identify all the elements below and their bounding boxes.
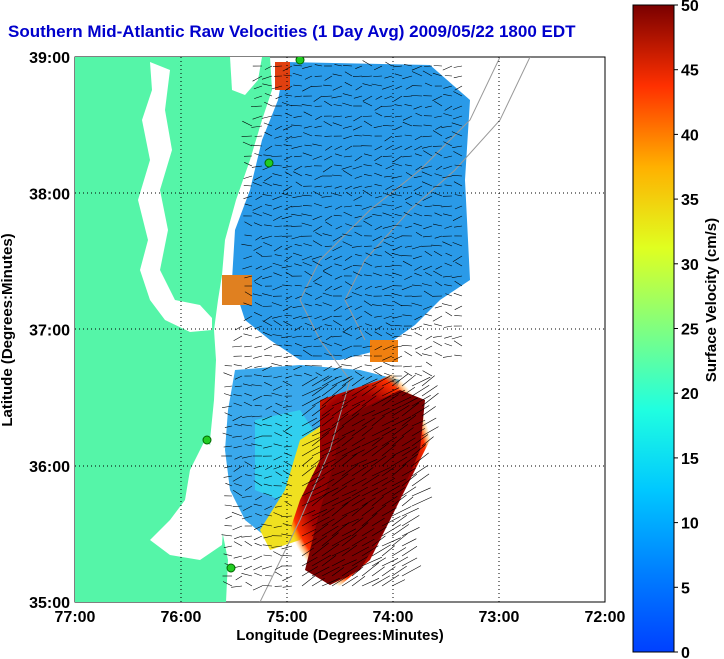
colorbar-tick-label: 35 — [681, 192, 699, 209]
radar-stations — [202, 57, 305, 573]
y-tick-label: 38:00 — [29, 186, 70, 203]
colorbar-tick-label: 5 — [681, 580, 690, 597]
map-title: Southern Mid-Atlantic Raw Velocities (1 … — [8, 22, 576, 41]
pamlico-sound — [150, 440, 225, 560]
velocity-patch-mid — [370, 340, 398, 362]
y-tick-label: 35:00 — [29, 595, 70, 612]
colorbar-tick-label: 15 — [681, 451, 699, 468]
land-mainland — [75, 57, 272, 602]
x-tick-label: 76:00 — [161, 609, 202, 626]
x-tick-label: 72:00 — [585, 609, 626, 626]
station-marker — [295, 57, 305, 65]
velocity-field-deep-red — [305, 390, 425, 585]
y-axis-label: Latitude (Degrees:Minutes) — [0, 233, 16, 426]
x-tick-label: 74:00 — [373, 609, 414, 626]
chesapeake-bay — [138, 62, 212, 332]
colorbar-tick-label: 20 — [681, 386, 699, 403]
colorbar-tick-label: 45 — [681, 63, 699, 80]
x-axis-label: Longitude (Degrees:Minutes) — [236, 627, 444, 644]
colorbar-tick-label: 50 — [681, 0, 699, 15]
station-marker — [226, 563, 236, 573]
delaware-bay — [230, 57, 262, 95]
colorbar-tick-label: 30 — [681, 257, 699, 274]
y-tick-label: 36:00 — [29, 459, 70, 476]
x-axis-ticks: 77:00 76:00 75:00 74:00 73:00 72:00 — [55, 609, 626, 626]
x-tick-label: 73:00 — [479, 609, 520, 626]
velocity-field-cyan — [255, 410, 320, 500]
x-tick-label: 77:00 — [55, 609, 96, 626]
station-marker — [202, 435, 212, 445]
velocity-patch-west — [222, 275, 252, 305]
colorbar-tick-label: 0 — [681, 645, 690, 659]
station-marker — [264, 158, 274, 168]
colorbar — [632, 4, 675, 653]
bathymetry-contour-2 — [344, 57, 531, 341]
colorbar-tick-label: 10 — [681, 516, 699, 533]
colorbar-tick-label: 40 — [681, 127, 699, 144]
colorbar-label: Surface Velocity (cm/s) — [703, 218, 720, 382]
x-tick-label: 75:00 — [267, 609, 308, 626]
bathymetry-contour — [259, 57, 501, 602]
map-grid — [75, 57, 605, 602]
y-tick-label: 39:00 — [29, 50, 70, 67]
colorbar-ticks: 0 5 10 15 20 25 30 35 40 45 50 — [674, 0, 699, 659]
colorbar-tick-label: 25 — [681, 322, 699, 339]
velocity-vectors — [221, 60, 463, 591]
y-axis-ticks: 39:00 38:00 37:00 36:00 35:00 — [29, 50, 70, 612]
y-tick-label: 37:00 — [29, 323, 70, 340]
